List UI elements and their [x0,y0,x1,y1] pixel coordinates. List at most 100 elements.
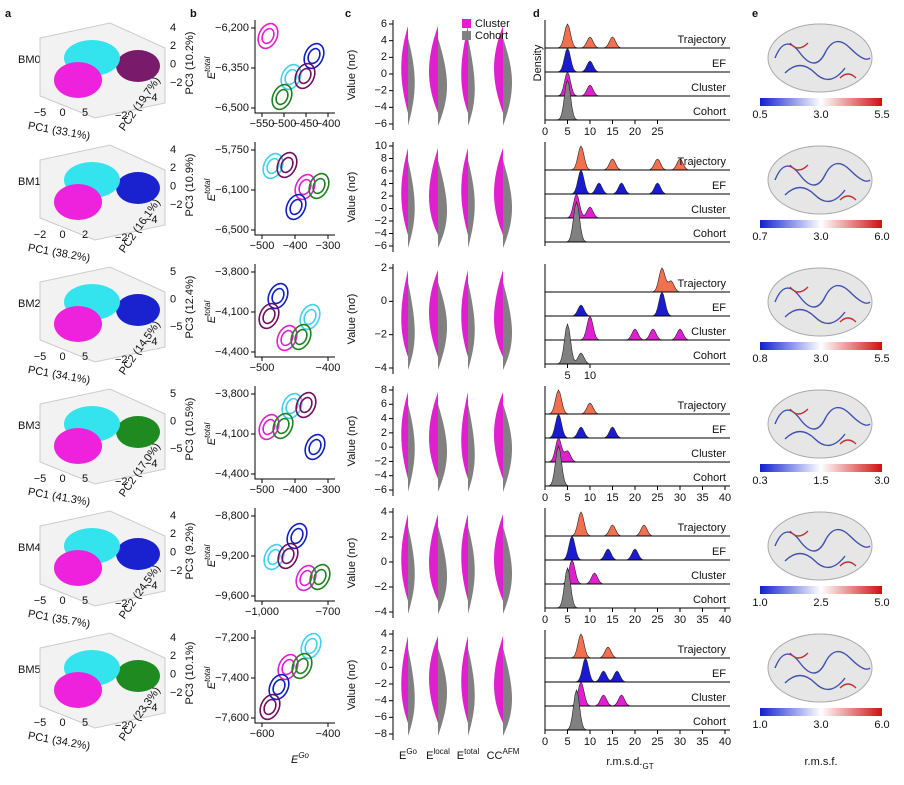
tick-label: −4 [145,702,158,714]
tick-label: −400 [283,484,308,496]
track-label: Trajectory [678,278,727,290]
tick-label: 5 [82,595,88,607]
contour [304,637,318,655]
tick-label: 40 [719,736,731,748]
panel-label: b [190,8,197,20]
axis-label: PC1 (34.1%) [27,364,91,387]
tick-label: −2 [170,687,183,699]
tick-label: −2 [115,354,128,366]
tick-label: 8 [381,384,387,396]
violin [494,514,503,601]
contour [308,438,322,456]
axis-label: PC3 (10.5%) [184,398,196,461]
tick-label: 4 [170,632,176,644]
tick-label: −5 [34,107,47,119]
violin [503,160,512,248]
track-label: EF [712,58,726,70]
contour [271,287,285,305]
category-label: EGo [399,747,418,762]
violin [461,514,468,601]
contour [275,88,289,106]
category-label-main: E [399,750,406,762]
tick-label: −7,400 [215,672,249,684]
axis-label: PC1 (41.3%) [27,486,91,509]
category-label: CCAFM [487,747,520,762]
contour [308,172,330,200]
axis-label: PC3 (10.9%) [184,154,196,217]
tick-label: −5 [170,443,183,455]
tick-label: 0.7 [752,231,767,243]
axis-label-script: total [203,667,212,682]
axis-label: PC3 (10.1%) [184,642,196,705]
axis-label-script: total [203,423,212,438]
contour [295,657,309,675]
contour [307,47,321,65]
tick-label: 20 [629,126,641,138]
axis-label: Value (nσ) [346,660,358,711]
tick-label: −4 [145,92,158,104]
contour [272,412,294,440]
violin [503,648,512,736]
violin [503,38,512,126]
panel-label: a [5,8,12,20]
track-label: Cohort [693,350,726,362]
cluster-blob [54,184,102,220]
tick-label: −2 [170,77,183,89]
contour [258,302,280,330]
legend-label: Cluster [475,18,510,30]
contour [276,417,290,435]
contour [295,391,317,419]
violin [461,26,468,113]
tick-label: −2 [34,229,47,241]
colorbar [760,464,882,472]
tick-label: 6 [381,398,387,410]
track-label: EF [712,424,726,436]
tick-label: 20 [629,492,641,504]
tick-label: 2.5 [813,597,828,609]
track-label: Cluster [691,326,726,338]
contour [277,542,299,570]
violin [438,526,447,614]
cluster-blob [54,550,102,586]
tick-label: 30 [674,614,686,626]
tick-label: −500 [250,240,275,252]
cluster-blob [116,172,160,204]
axis-label: PC1 (34.2%) [27,730,91,753]
cluster-blob [54,428,102,464]
tick-label: 4 [381,177,387,189]
track-label: Trajectory [678,522,727,534]
tick-label: −500 [272,118,297,130]
axis-label-main: E [291,754,299,766]
tick-label: 2 [170,650,176,662]
track-label: EF [712,302,726,314]
violin [503,404,512,492]
tick-label: −2 [374,329,387,341]
legend-swatch [462,19,471,28]
tick-label: 0 [381,556,387,568]
axis [254,630,335,724]
tick-label: 0 [381,295,387,307]
tick-label: 0 [542,126,548,138]
cluster-blob [54,62,102,98]
ridge [545,535,730,561]
tick-label: 2 [170,162,176,174]
tick-label: 5 [564,126,570,138]
contour [303,308,317,326]
axis-label: r.m.s.f. [805,756,838,768]
legend-swatch [462,31,471,40]
tick-label: 5 [564,736,570,748]
tick-label: 15 [606,614,618,626]
tick-label: −6,100 [215,184,249,196]
tick-label: 5.5 [874,353,889,365]
tick-label: 5 [170,388,176,400]
tick-label: −6 [374,711,387,723]
tick-label: 40 [719,492,731,504]
tick-label: 0 [381,441,387,453]
tick-label: −2 [115,110,128,122]
violin [408,526,415,614]
violin [429,392,438,479]
ridge [544,413,730,439]
contour [267,282,289,310]
tick-label: −6 [374,240,387,252]
